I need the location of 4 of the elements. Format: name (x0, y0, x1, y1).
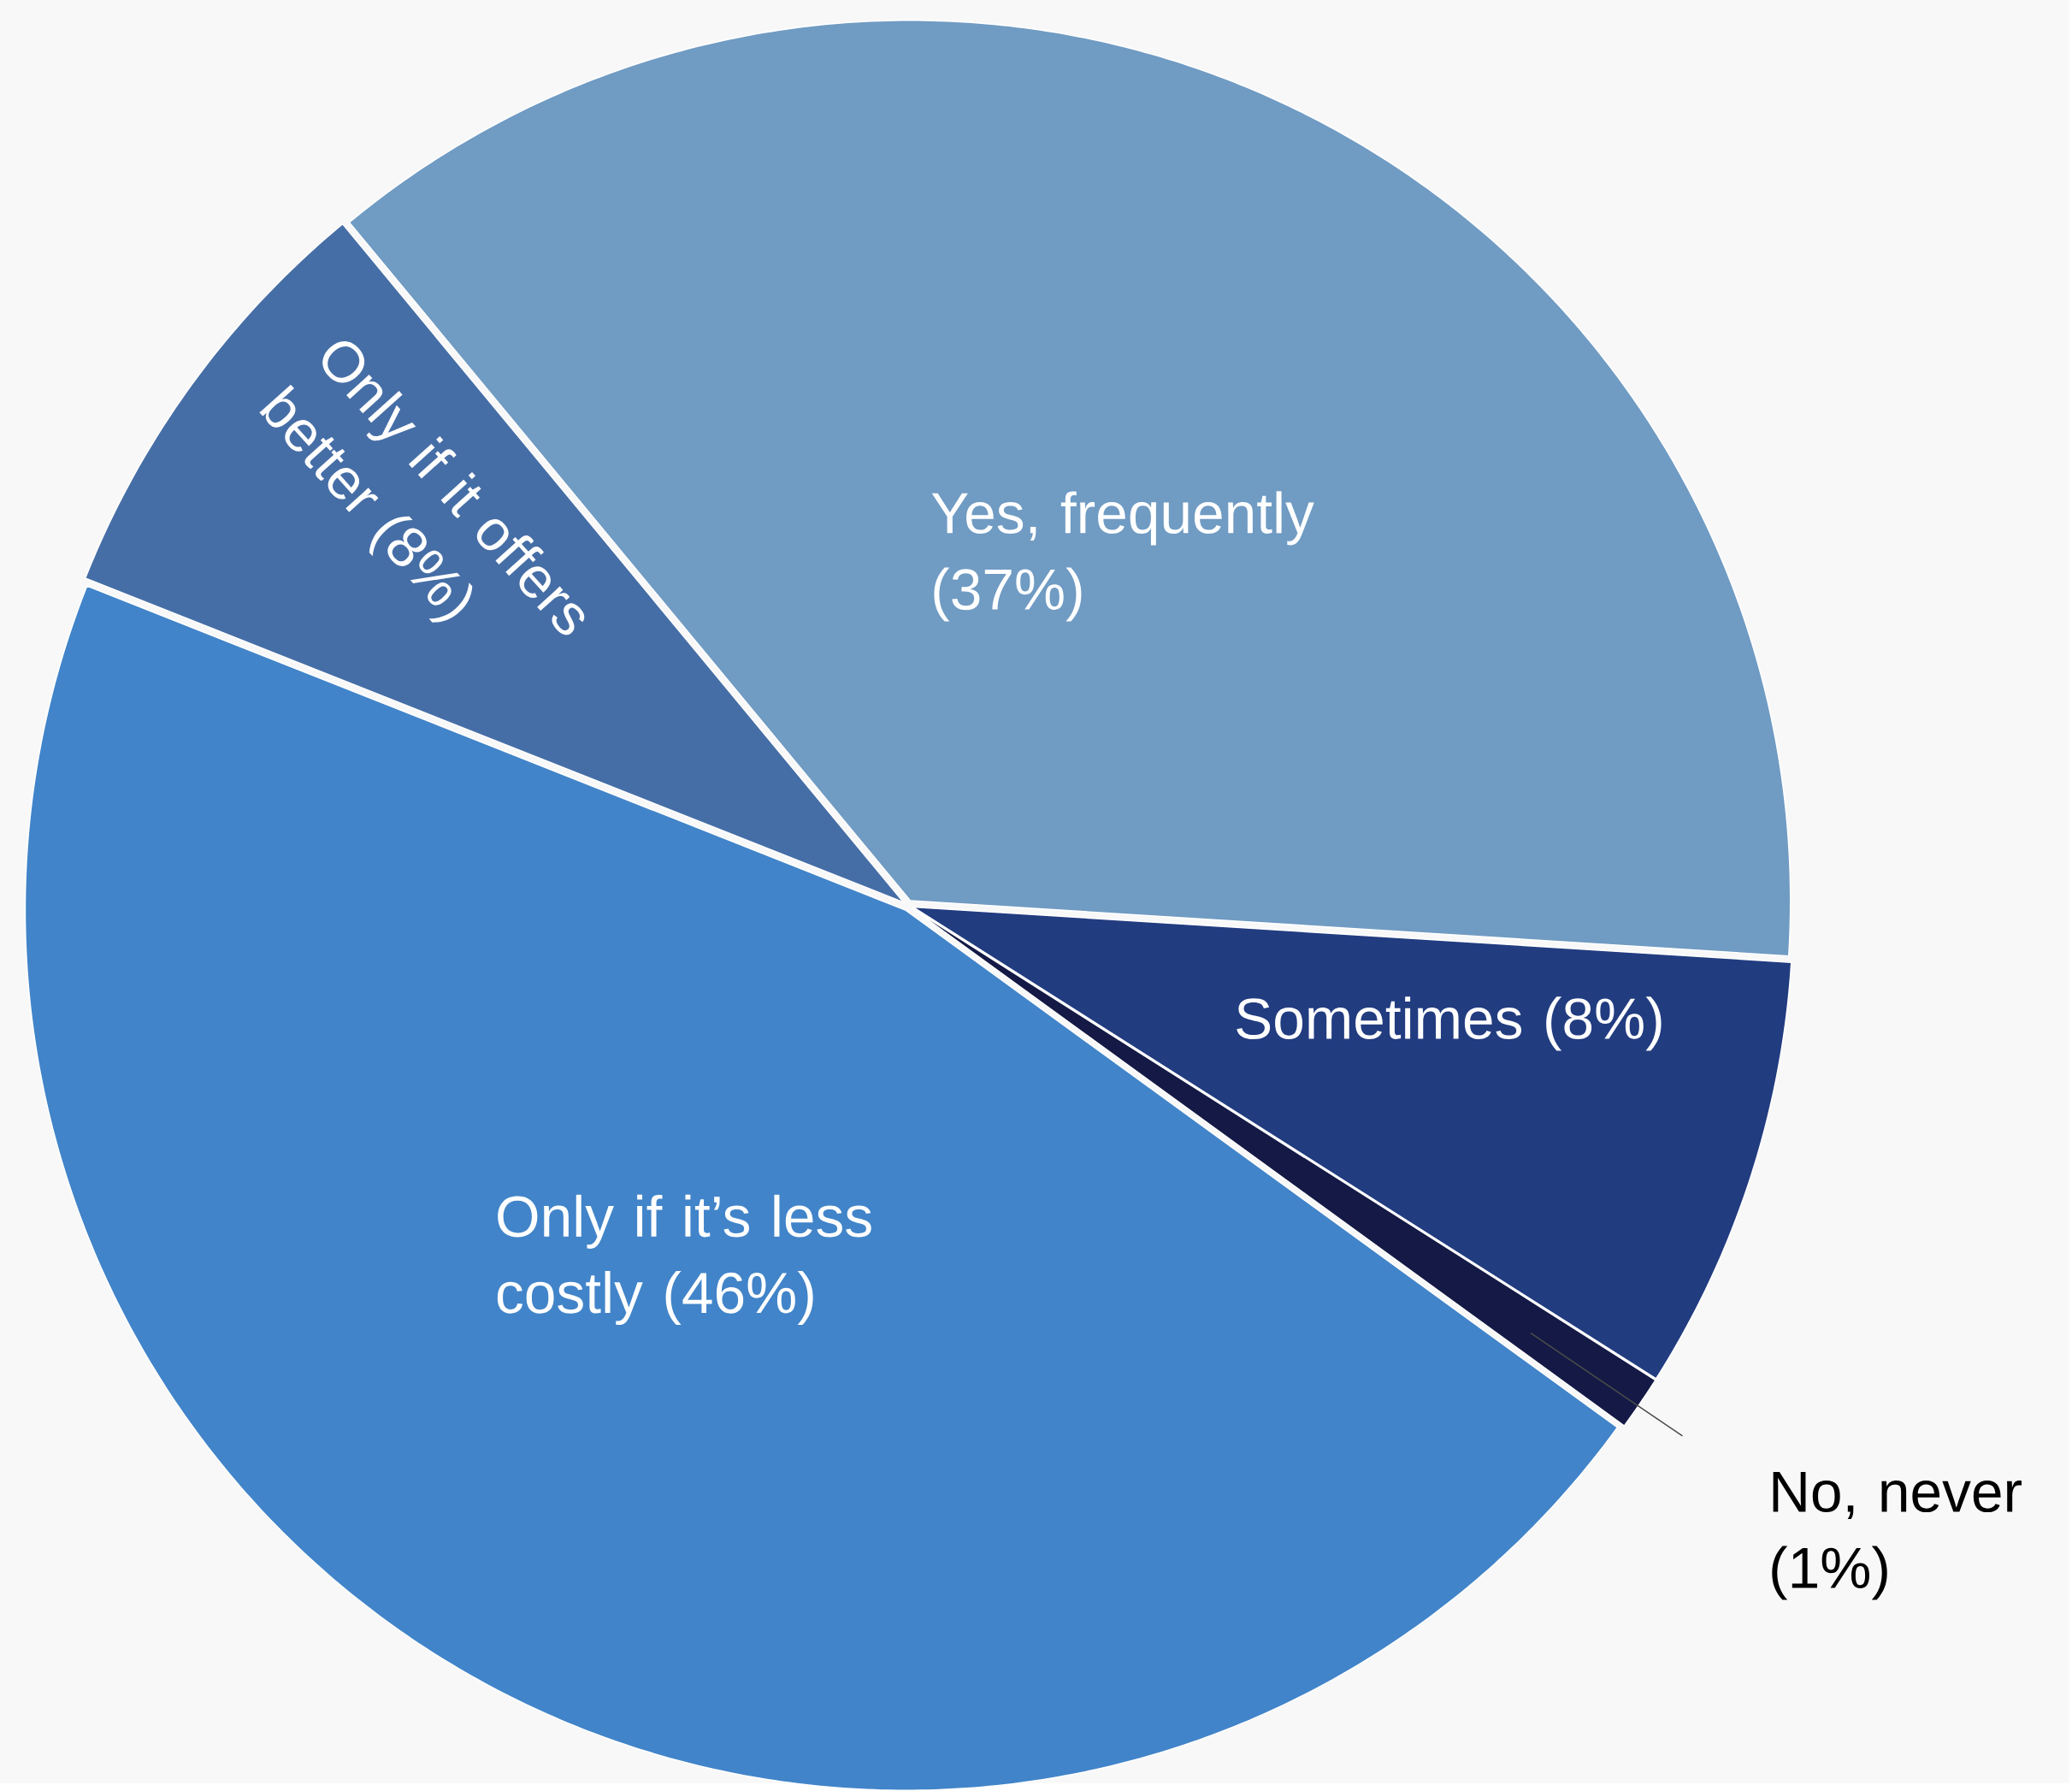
slice-label: No, never (1%) (1772, 1471, 2022, 1600)
slice-label: Yes, frequently (37%) (931, 491, 1314, 622)
slice-label: Sometimes (8%) (1237, 996, 1662, 1051)
slice-label: Only if it’s less costly (46%) (497, 1194, 871, 1326)
